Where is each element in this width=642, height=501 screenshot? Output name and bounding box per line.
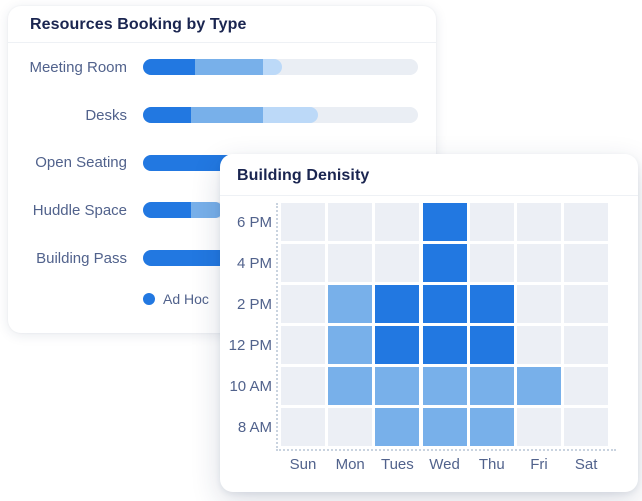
booking-category-label: Desks <box>85 106 127 124</box>
booking-card-title: Resources Booking by Type <box>30 16 247 33</box>
heatmap-cell <box>422 203 467 241</box>
heatmap-cell <box>469 367 514 405</box>
heatmap-cell <box>469 244 514 282</box>
booking-row: Desks <box>8 91 436 139</box>
hour-label: 12 PM <box>228 336 272 354</box>
booking-card-header: Resources Booking by Type <box>8 6 436 43</box>
booking-bar-chart: Meeting Room Desks Open Seating Huddle Spac… <box>8 43 436 282</box>
heatmap-cell <box>564 285 609 323</box>
day-label: Tues <box>380 456 414 473</box>
booking-row: Meeting Room <box>8 44 436 92</box>
heatmap-cell <box>281 326 325 364</box>
heatmap-cell <box>328 326 373 364</box>
heatmap-cell <box>564 367 609 405</box>
density-card-header: Building Denisity <box>220 154 638 196</box>
booking-category-label: Huddle Space <box>32 201 127 219</box>
heatmap-chart: 6 PM 4 PM 2 PM 12 PM 10 AM 8 AM <box>220 203 638 451</box>
adhoc-legend-label: Ad Hoc <box>163 290 209 307</box>
heatmap-cell <box>375 367 420 405</box>
booking-bar-segment <box>143 250 242 267</box>
heatmap-cell <box>516 244 561 282</box>
heatmap-cell <box>564 244 609 282</box>
heatmap-cell <box>564 408 609 446</box>
heatmap-cell <box>375 408 420 446</box>
heatmap-cell <box>375 244 420 282</box>
heatmap-cell <box>422 367 467 405</box>
heatmap-cell <box>328 203 373 241</box>
heatmap-cell <box>281 244 325 282</box>
heatmap-cell <box>281 408 325 446</box>
heatmap-cell <box>564 203 609 241</box>
heatmap-cell <box>469 285 514 323</box>
building-density-card: Building Denisity 6 PM 4 PM 2 PM 12 PM 10 AM… <box>220 154 638 492</box>
day-label: Fri <box>530 456 548 473</box>
day-label: Sun <box>289 456 317 473</box>
heatmap-day-axis: Sun Mon Tues Wed Thu Fri Sat <box>281 456 638 473</box>
booking-category-label: Open Seating <box>35 154 127 172</box>
booking-bar-segment <box>143 202 192 219</box>
heatmap-cell <box>281 367 325 405</box>
heatmap-cell <box>422 244 467 282</box>
heatmap-cell <box>469 326 514 364</box>
heatmap-cell <box>422 326 467 364</box>
heatmap-cell <box>328 367 373 405</box>
heatmap-cell <box>422 285 467 323</box>
hour-label: 2 PM <box>236 295 272 313</box>
hour-label: 4 PM <box>236 254 272 272</box>
heatmap-cell <box>328 285 373 323</box>
heatmap-axis-lines <box>276 203 617 451</box>
heatmap-cell <box>422 408 467 446</box>
heatmap-cell <box>564 326 609 364</box>
heatmap-cell <box>469 203 514 241</box>
booking-bar-track <box>143 107 418 124</box>
day-label: Thu <box>478 456 505 473</box>
heatmap-hour-axis: 6 PM 4 PM 2 PM 12 PM 10 AM 8 AM <box>220 203 272 451</box>
booking-category-label: Building Pass <box>36 249 127 267</box>
heatmap-cell <box>375 326 420 364</box>
day-label: Mon <box>335 456 365 473</box>
density-card-title: Building Denisity <box>237 167 370 184</box>
booking-bar-segment <box>191 107 263 124</box>
booking-bar-segment <box>191 202 223 219</box>
heatmap-grid <box>281 203 609 446</box>
booking-bar-segment <box>262 59 282 76</box>
booking-bar-segment <box>143 154 242 171</box>
heatmap-cell <box>328 244 373 282</box>
day-label: Wed <box>429 456 460 473</box>
hour-label: 6 PM <box>236 213 272 231</box>
day-label: Sat <box>574 456 598 473</box>
adhoc-legend-dot-icon <box>143 292 155 305</box>
booking-bar-track <box>143 59 418 76</box>
heatmap-cell <box>516 285 561 323</box>
hour-label: 10 AM <box>229 377 272 395</box>
hour-label: 8 AM <box>237 418 272 436</box>
heatmap-cell <box>516 367 561 405</box>
heatmap-cell <box>516 203 561 241</box>
booking-legend: Ad Hoc <box>143 291 436 307</box>
heatmap-cell <box>375 203 420 241</box>
heatmap-cell <box>328 408 373 446</box>
heatmap-cell <box>375 285 420 323</box>
booking-bar-segment <box>143 107 192 124</box>
booking-bar-segment <box>143 59 196 76</box>
heatmap-cell <box>281 285 325 323</box>
heatmap-cell <box>281 203 325 241</box>
booking-category-label: Meeting Room <box>29 58 127 76</box>
booking-bar-segment <box>262 107 318 124</box>
heatmap-cell <box>516 326 561 364</box>
booking-bar-segment <box>195 59 263 76</box>
heatmap-cell <box>469 408 514 446</box>
heatmap-cell <box>516 408 561 446</box>
